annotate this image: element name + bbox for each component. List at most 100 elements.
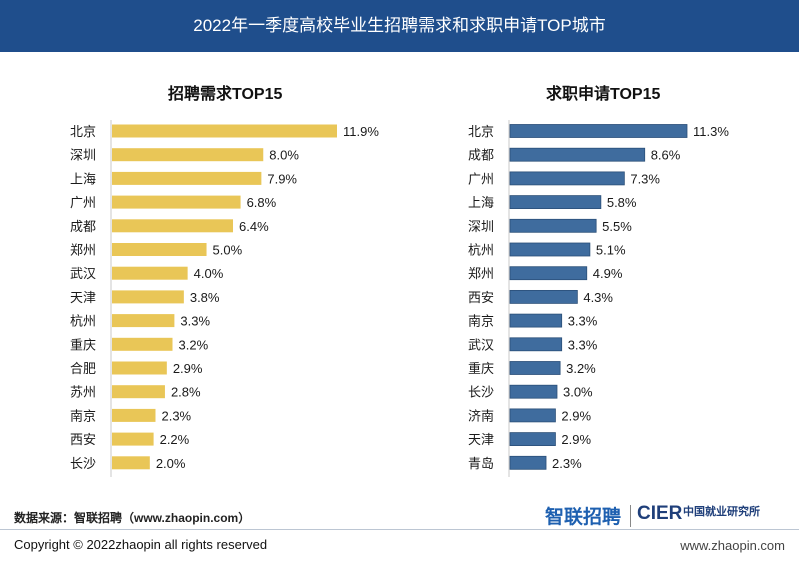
right-category-label: 青岛 <box>468 456 494 472</box>
right-category-label: 长沙 <box>468 386 494 401</box>
left-value-label: 5.0% <box>213 243 243 258</box>
left-category-label: 西安 <box>70 433 96 448</box>
right-value-label: 8.6% <box>651 148 681 163</box>
copyright: Copyright © 2022zhaopin all rights reser… <box>14 537 268 552</box>
left-category-label: 南京 <box>70 408 96 424</box>
left-category-label: 上海 <box>70 172 96 187</box>
right-category-label: 济南 <box>468 408 494 424</box>
left-bar <box>112 195 241 209</box>
left-category-label: 北京 <box>70 125 96 140</box>
right-value-label: 5.1% <box>596 243 626 258</box>
right-category-label: 深圳 <box>468 220 494 235</box>
left-bar <box>112 266 188 280</box>
right-category-label: 武汉 <box>468 338 494 353</box>
right-category-label: 成都 <box>468 149 494 164</box>
left-category-label: 广州 <box>70 196 96 211</box>
left-bar <box>112 337 173 351</box>
right-bar <box>509 455 547 470</box>
left-bar <box>112 124 337 138</box>
right-value-label: 2.9% <box>561 432 591 447</box>
left-bar <box>112 290 184 304</box>
right-bar <box>509 384 558 399</box>
right-bar <box>509 124 688 138</box>
right-value-label: 3.3% <box>568 337 598 352</box>
website-link[interactable]: www.zhaopin.com <box>680 538 785 553</box>
left-category-label: 深圳 <box>70 149 96 164</box>
left-category-label: 杭州 <box>70 315 96 330</box>
left-bar <box>112 408 156 422</box>
right-bar <box>509 361 561 375</box>
left-value-label: 2.0% <box>156 456 186 471</box>
right-bar <box>509 266 588 281</box>
right-category-label: 上海 <box>468 196 494 211</box>
left-value-label: 8.0% <box>269 148 299 163</box>
left-category-label: 天津 <box>70 291 96 306</box>
right-chart-title: 求职申请TOP15 <box>546 86 661 103</box>
left-value-label: 2.2% <box>160 432 190 447</box>
left-chart-title: 招聘需求TOP15 <box>168 86 283 103</box>
right-value-label: 7.3% <box>630 171 660 186</box>
left-bar <box>112 456 150 470</box>
left-category-label: 重庆 <box>70 337 96 353</box>
left-value-label: 3.8% <box>190 290 220 305</box>
right-bar <box>509 408 556 423</box>
right-bar <box>509 432 556 447</box>
left-category-label: 郑州 <box>70 244 96 259</box>
left-value-label: 2.8% <box>171 385 201 400</box>
right-bar <box>509 171 625 186</box>
left-category-label: 合肥 <box>70 362 96 377</box>
right-value-label: 4.3% <box>583 290 613 305</box>
left-value-label: 11.9% <box>343 124 379 139</box>
right-value-label: 2.9% <box>561 408 591 423</box>
right-bar <box>509 147 646 162</box>
right-bar <box>509 313 563 328</box>
right-value-label: 5.8% <box>607 195 637 210</box>
right-category-label: 南京 <box>468 314 494 330</box>
left-bar <box>112 243 207 256</box>
left-bar <box>112 361 167 375</box>
left-value-label: 7.9% <box>267 171 297 186</box>
right-value-label: 5.5% <box>602 219 632 234</box>
right-category-label: 杭州 <box>468 244 494 259</box>
left-category-label: 苏州 <box>70 385 96 401</box>
right-category-label: 广州 <box>468 172 494 187</box>
left-category-label: 长沙 <box>70 457 96 472</box>
right-bar <box>509 337 563 352</box>
cier-logo: CIER <box>637 503 683 524</box>
right-bar <box>509 218 597 233</box>
left-value-label: 2.9% <box>173 361 203 376</box>
right-category-label: 郑州 <box>468 267 494 282</box>
right-value-label: 3.0% <box>563 385 593 400</box>
footer-divider <box>0 529 799 530</box>
right-bar <box>509 289 578 304</box>
left-value-label: 3.2% <box>179 337 209 352</box>
left-bar <box>112 314 175 328</box>
left-bar <box>112 148 264 162</box>
left-bar <box>112 385 165 399</box>
left-value-label: 4.0% <box>194 266 224 281</box>
left-category-label: 成都 <box>70 220 96 235</box>
right-value-label: 4.9% <box>593 266 623 281</box>
right-bar <box>509 195 602 210</box>
right-category-label: 西安 <box>468 291 494 306</box>
left-value-label: 6.8% <box>247 195 277 210</box>
data-source: 数据来源：智联招聘（www.zhaopin.com） <box>14 511 251 525</box>
left-bar <box>112 432 154 446</box>
left-value-label: 6.4% <box>239 219 269 234</box>
cier-logo-cn: 中国就业研究所 <box>683 506 760 518</box>
right-value-label: 11.3% <box>693 124 729 139</box>
zhaopin-logo: 智联招聘 <box>545 507 622 528</box>
logo-divider <box>630 505 631 527</box>
right-value-label: 2.3% <box>552 456 582 471</box>
right-value-label: 3.3% <box>568 314 598 329</box>
left-category-label: 武汉 <box>70 267 96 282</box>
left-bar <box>112 171 262 185</box>
header-title: 2022年一季度高校毕业生招聘需求和求职申请TOP城市 <box>0 0 799 52</box>
right-value-label: 3.2% <box>566 361 596 376</box>
right-category-label: 北京 <box>468 125 494 140</box>
right-category-label: 天津 <box>468 433 494 448</box>
left-value-label: 3.3% <box>180 314 210 329</box>
left-value-label: 2.3% <box>161 408 191 423</box>
right-category-label: 重庆 <box>468 361 494 377</box>
right-bar <box>509 242 591 257</box>
